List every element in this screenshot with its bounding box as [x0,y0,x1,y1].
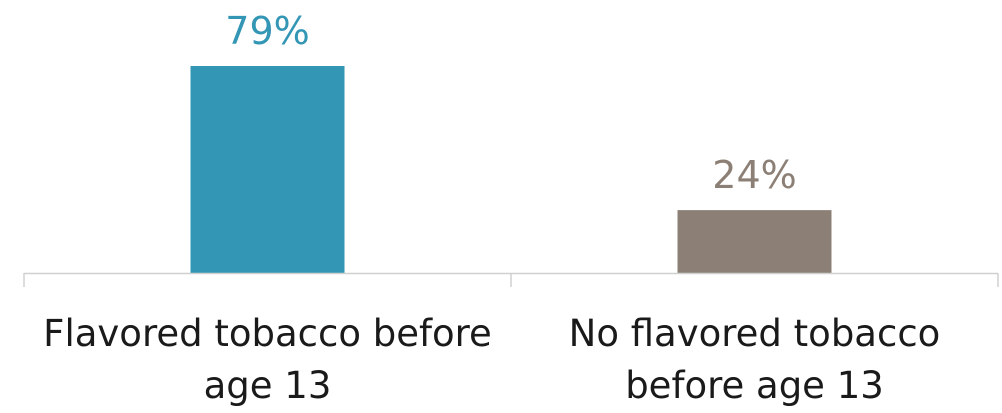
bar-0 [190,66,345,273]
bar-1 [677,210,832,273]
x-axis [23,272,999,287]
data-labels-layer: 79% 24% [225,9,796,197]
data-label-0: 79% [225,9,309,53]
category-label-0-line-1: age 13 [204,364,332,407]
category-labels-layer: Flavored tobacco before age 13 No flavored… [43,312,940,407]
category-label-0-line-0: Flavored tobacco before [43,312,492,355]
category-label-1-line-0: No flavored tobacco [569,312,941,355]
category-label-1-line-1: before age 13 [625,364,884,407]
data-label-1: 24% [712,153,796,197]
bars-layer [190,66,832,273]
